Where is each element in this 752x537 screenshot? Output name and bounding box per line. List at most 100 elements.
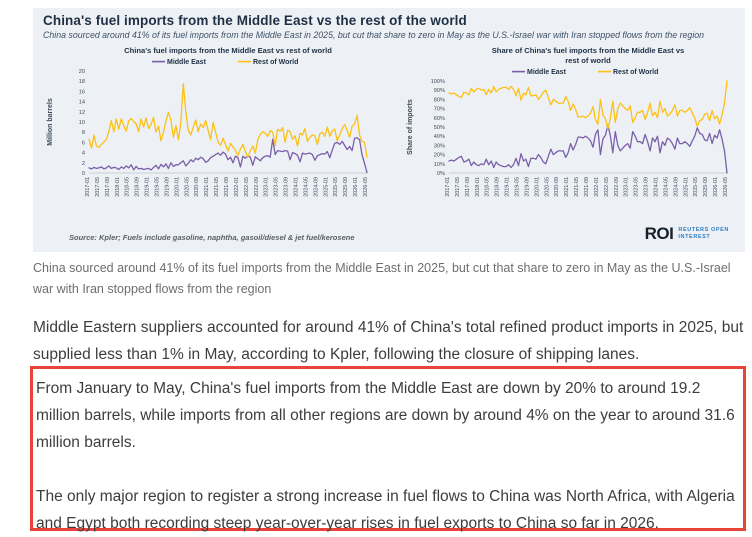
svg-text:2021-01: 2021-01 (204, 177, 210, 197)
svg-text:2019-09: 2019-09 (164, 177, 170, 197)
svg-text:2025-09: 2025-09 (703, 177, 709, 197)
svg-text:18: 18 (79, 79, 85, 85)
svg-text:2017-09: 2017-09 (105, 177, 111, 197)
svg-text:2020-09: 2020-09 (194, 177, 200, 197)
roi-logo: ROI REUTERS OPEN INTEREST (645, 224, 729, 244)
svg-text:2024-01: 2024-01 (294, 177, 300, 197)
svg-text:2023-09: 2023-09 (284, 177, 290, 197)
roi-logo-subtext: REUTERS OPEN INTEREST (678, 227, 729, 241)
svg-text:2017-09: 2017-09 (465, 177, 471, 197)
svg-text:2017-01: 2017-01 (85, 177, 91, 197)
svg-text:2025-05: 2025-05 (693, 177, 699, 197)
roi-logo-line1: REUTERS OPEN (678, 227, 729, 233)
svg-text:Rest of World: Rest of World (613, 69, 658, 76)
highlight-box: From January to May, China's fuel import… (30, 366, 746, 532)
svg-text:2017-05: 2017-05 (455, 177, 461, 197)
body-paragraph-1: Middle Eastern suppliers accounted for a… (33, 319, 744, 363)
svg-text:2025-05: 2025-05 (333, 177, 339, 197)
svg-text:2021-05: 2021-05 (214, 177, 220, 197)
svg-text:2020-05: 2020-05 (544, 177, 550, 197)
figure-caption: China sourced around 41% of its fuel imp… (33, 261, 731, 296)
figure-source-note: Source: Kpler; Fuels include gasoline, n… (69, 233, 355, 242)
svg-text:70%: 70% (434, 107, 445, 113)
svg-text:14: 14 (79, 100, 85, 106)
svg-text:Million barrels: Million barrels (47, 98, 54, 146)
svg-text:2022-01: 2022-01 (594, 177, 600, 197)
svg-text:40%: 40% (434, 134, 445, 140)
svg-text:50%: 50% (434, 125, 445, 131)
svg-text:2018-09: 2018-09 (135, 177, 141, 197)
svg-text:100%: 100% (431, 79, 445, 85)
svg-text:2025-01: 2025-01 (323, 177, 329, 197)
svg-text:2024-09: 2024-09 (313, 177, 319, 197)
svg-text:2021-05: 2021-05 (574, 177, 580, 197)
svg-text:20%: 20% (434, 153, 445, 159)
svg-text:Share of China's fuel imports: Share of China's fuel imports from the M… (492, 46, 685, 55)
figure-title: China's fuel imports from the Middle Eas… (43, 13, 467, 28)
svg-text:60%: 60% (434, 116, 445, 122)
svg-text:China's fuel imports from the: China's fuel imports from the Middle Eas… (124, 46, 332, 55)
svg-text:2024-05: 2024-05 (303, 177, 309, 197)
roi-logo-text: ROI (644, 224, 674, 243)
svg-text:2019-05: 2019-05 (155, 177, 161, 197)
svg-text:2021-09: 2021-09 (224, 177, 230, 197)
highlight-paragraph-1: From January to May, China's fuel import… (36, 380, 735, 451)
svg-text:2019-05: 2019-05 (515, 177, 521, 197)
share-of-imports-chart: Share of China's fuel imports from the M… (407, 46, 729, 197)
svg-text:2024-09: 2024-09 (673, 177, 679, 197)
svg-text:10%: 10% (434, 162, 445, 168)
svg-text:2026-01: 2026-01 (713, 177, 719, 197)
svg-text:2022-05: 2022-05 (604, 177, 610, 197)
svg-text:2018-05: 2018-05 (125, 177, 131, 197)
svg-text:12: 12 (79, 110, 85, 116)
svg-text:2019-09: 2019-09 (524, 177, 530, 197)
svg-text:2022-05: 2022-05 (244, 177, 250, 197)
roi-logo-line2: INTEREST (678, 234, 711, 240)
svg-text:16: 16 (79, 89, 85, 95)
svg-text:2020-01: 2020-01 (174, 177, 180, 197)
svg-text:2018-01: 2018-01 (115, 177, 121, 197)
svg-text:rest of world: rest of world (565, 56, 611, 65)
svg-text:2023-01: 2023-01 (264, 177, 270, 197)
svg-text:2020-01: 2020-01 (534, 177, 540, 197)
svg-text:2019-01: 2019-01 (505, 177, 511, 197)
svg-text:2022-01: 2022-01 (234, 177, 240, 197)
svg-text:2025-01: 2025-01 (683, 177, 689, 197)
svg-text:2023-05: 2023-05 (634, 177, 640, 197)
svg-text:6: 6 (82, 140, 85, 146)
svg-text:0%: 0% (437, 171, 445, 177)
svg-text:80%: 80% (434, 97, 445, 103)
svg-text:2022-09: 2022-09 (614, 177, 620, 197)
charts-row: China's fuel imports from the Middle Eas… (41, 43, 737, 221)
svg-text:2025-09: 2025-09 (343, 177, 349, 197)
svg-text:2026-05: 2026-05 (363, 177, 369, 197)
svg-text:2021-01: 2021-01 (564, 177, 570, 197)
svg-text:2026-05: 2026-05 (723, 177, 729, 197)
svg-text:2024-01: 2024-01 (654, 177, 660, 197)
svg-text:2023-05: 2023-05 (274, 177, 280, 197)
svg-text:2018-09: 2018-09 (495, 177, 501, 197)
svg-text:2023-09: 2023-09 (644, 177, 650, 197)
svg-text:2021-09: 2021-09 (584, 177, 590, 197)
svg-text:2: 2 (82, 161, 85, 167)
figure-subtitle: China sourced around 41% of its fuel imp… (43, 30, 705, 40)
svg-text:2019-01: 2019-01 (145, 177, 151, 197)
svg-text:2020-09: 2020-09 (554, 177, 560, 197)
svg-text:2017-05: 2017-05 (95, 177, 101, 197)
svg-text:10: 10 (79, 120, 85, 126)
svg-text:90%: 90% (434, 88, 445, 94)
svg-text:2018-05: 2018-05 (485, 177, 491, 197)
svg-text:Middle East: Middle East (167, 59, 207, 66)
svg-text:2017-01: 2017-01 (445, 177, 451, 197)
svg-text:Rest of World: Rest of World (253, 59, 298, 66)
svg-text:0: 0 (82, 171, 85, 177)
fuel-imports-chart: China's fuel imports from the Middle Eas… (47, 46, 369, 197)
svg-text:8: 8 (82, 130, 85, 136)
svg-text:2018-01: 2018-01 (475, 177, 481, 197)
svg-text:2026-01: 2026-01 (353, 177, 359, 197)
svg-text:4: 4 (82, 151, 85, 157)
highlight-paragraph-2: The only major region to register a stro… (36, 488, 735, 532)
svg-text:2020-05: 2020-05 (184, 177, 190, 197)
svg-text:20: 20 (79, 69, 85, 75)
